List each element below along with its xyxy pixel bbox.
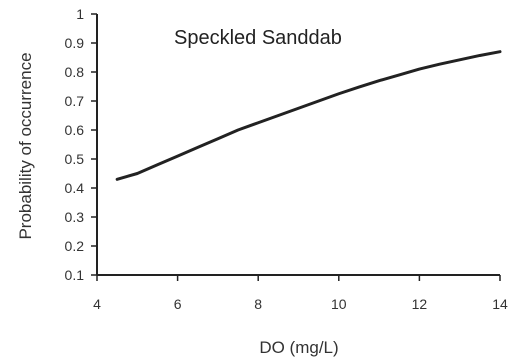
y-tick-label: 1 — [76, 6, 84, 22]
y-tick-label: 0.6 — [65, 122, 85, 138]
chart-title: Speckled Sanddab — [174, 27, 342, 49]
y-ticks: 0.1 0.2 0.3 0.4 0.5 0.6 0.7 0.8 0.9 1 — [65, 6, 97, 283]
x-tick-label: 10 — [331, 296, 347, 312]
x-axis-title: DO (mg/L) — [259, 338, 338, 357]
x-tick-label: 14 — [492, 296, 508, 312]
x-ticks: 4 6 8 10 12 14 — [93, 275, 508, 312]
x-tick-label: 12 — [412, 296, 428, 312]
series-line — [115, 50, 502, 181]
y-tick-label: 0.1 — [65, 267, 85, 283]
x-tick-label: 8 — [254, 296, 262, 312]
plot-area: 0.1 0.2 0.3 0.4 0.5 0.6 0.7 0.8 0.9 1 4 6 8 10 12 14 — [65, 6, 508, 312]
y-axis-title: Probability of occurrence — [16, 52, 35, 239]
y-tick-label: 0.2 — [65, 238, 85, 254]
y-tick-label: 0.4 — [65, 180, 85, 196]
y-tick-label: 0.7 — [65, 93, 85, 109]
y-tick-label: 0.8 — [65, 64, 85, 80]
x-tick-label: 4 — [93, 296, 101, 312]
y-tick-label: 0.3 — [65, 209, 85, 225]
y-tick-label: 0.5 — [65, 151, 85, 167]
y-tick-label: 0.9 — [65, 35, 85, 51]
x-tick-label: 6 — [174, 296, 182, 312]
